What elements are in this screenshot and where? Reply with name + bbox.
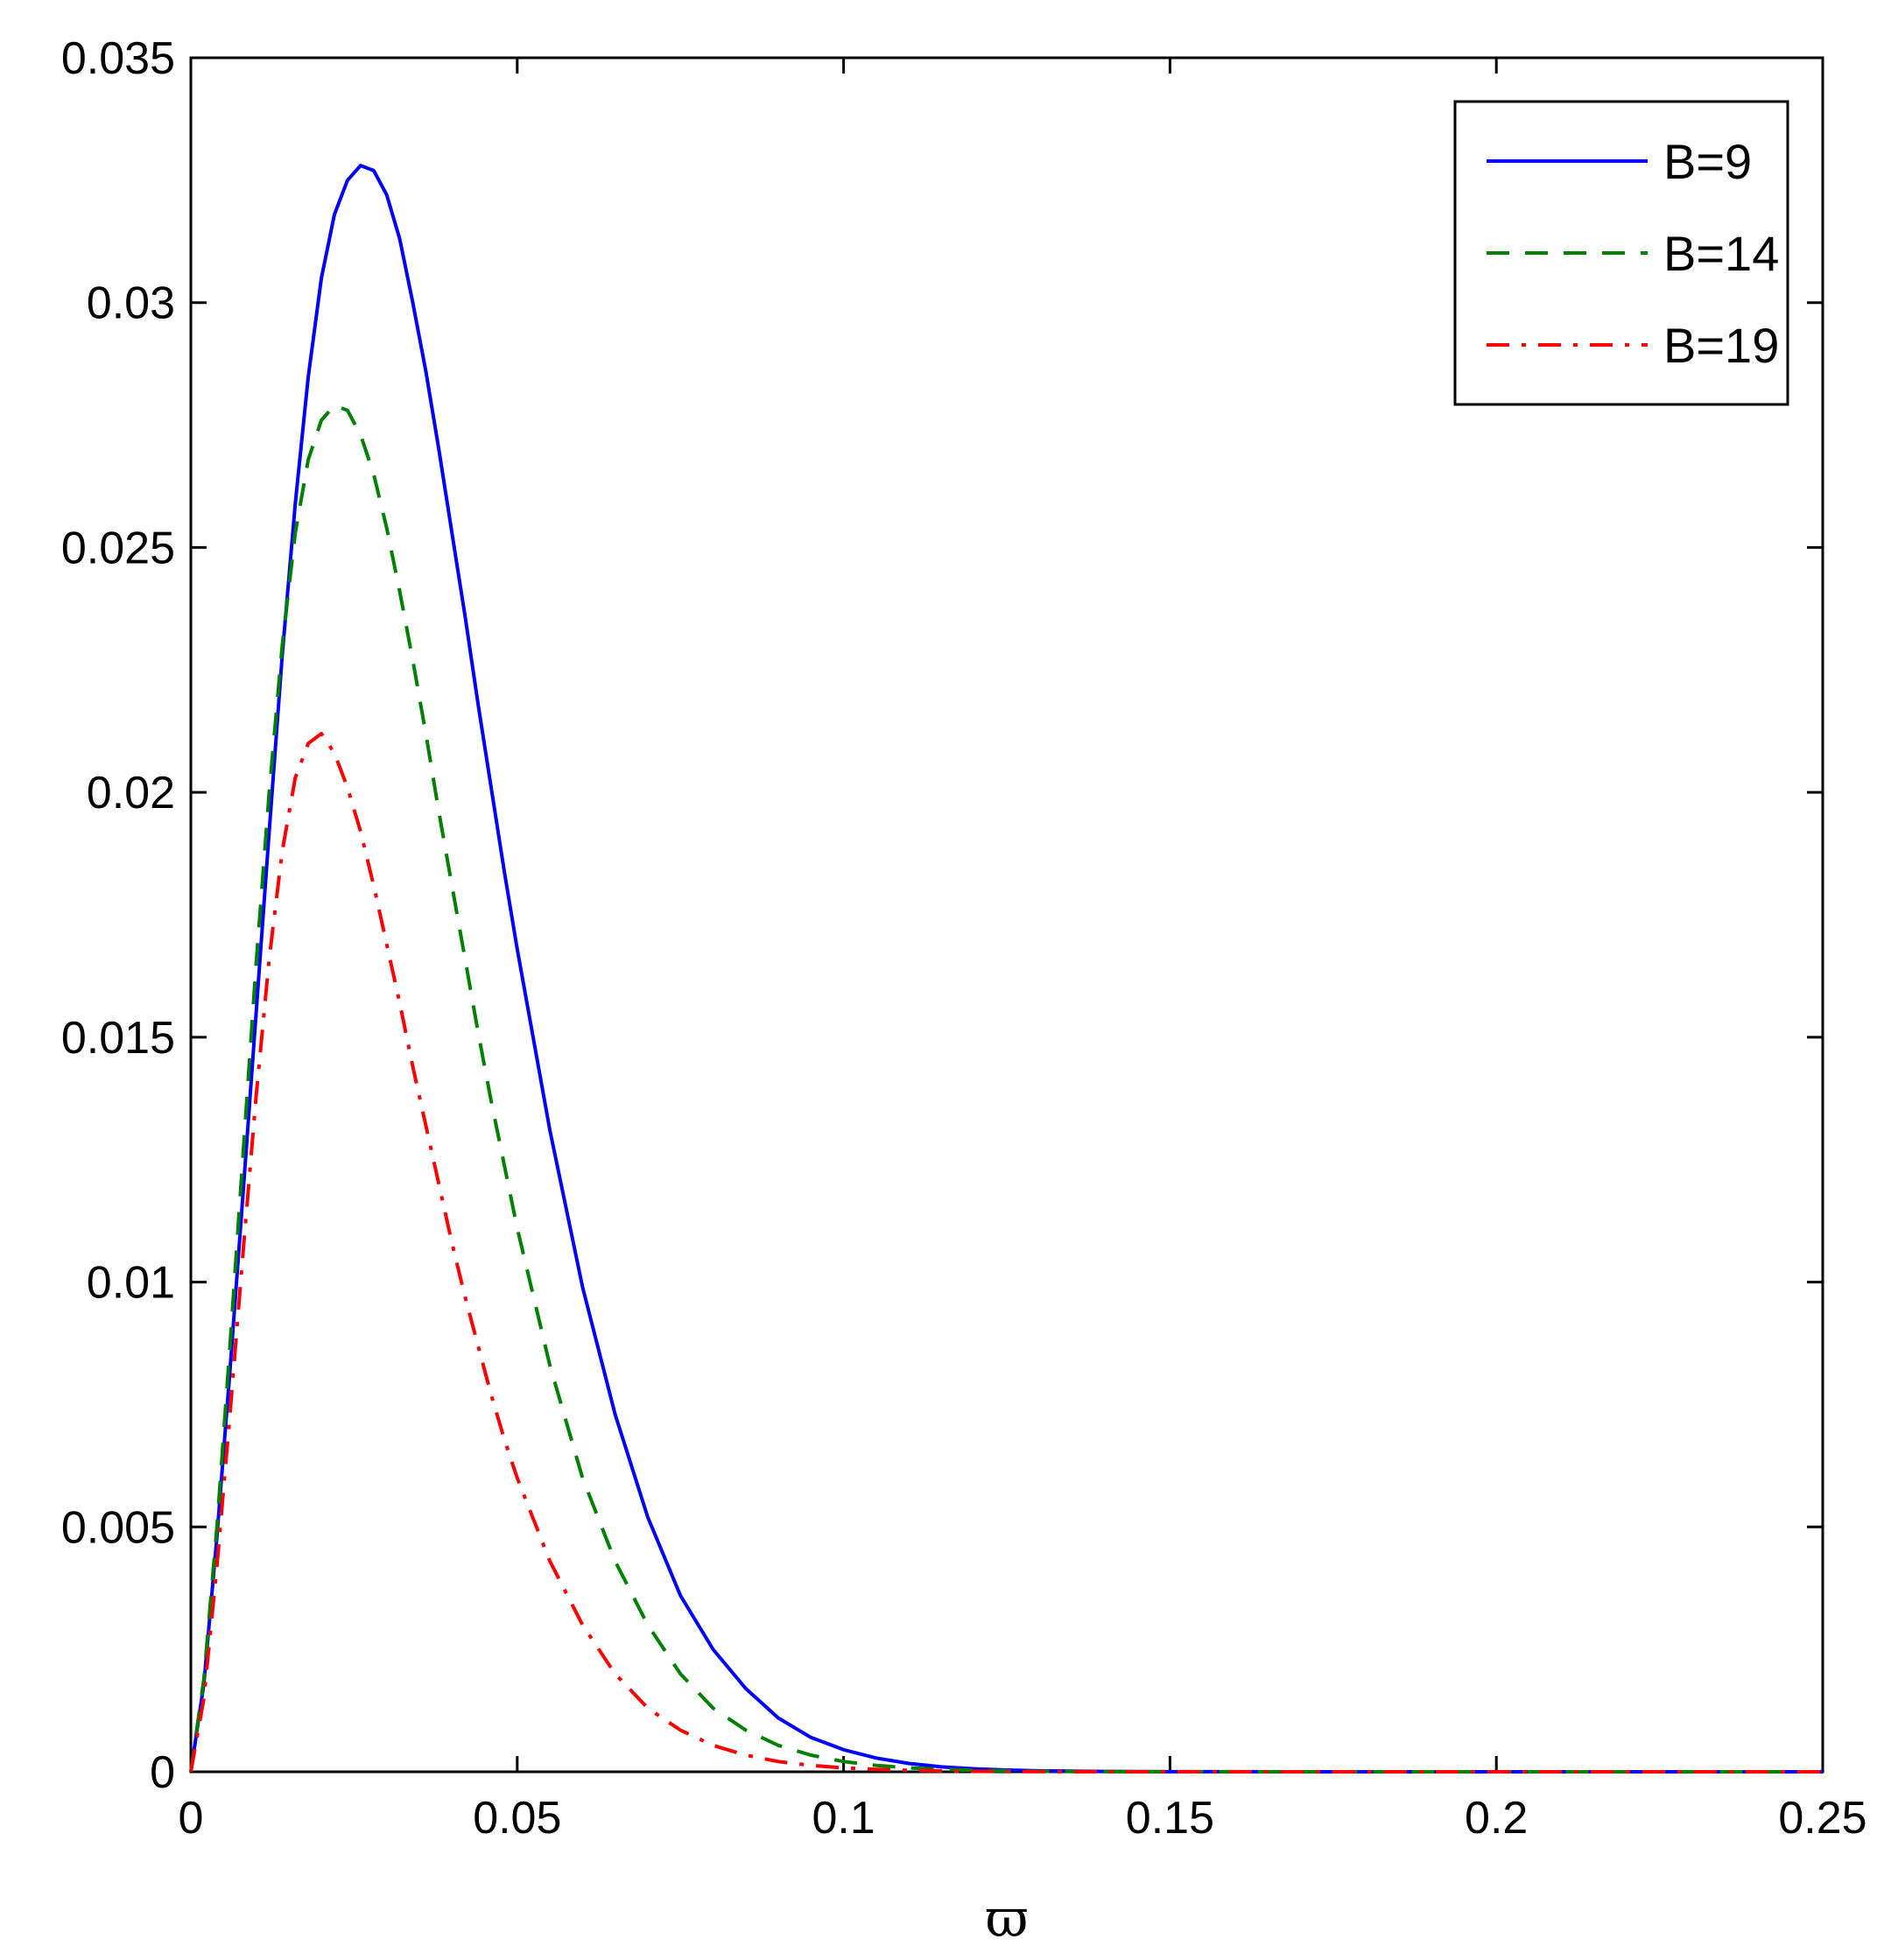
y-tick-label: 0.005 bbox=[61, 1502, 175, 1553]
x-axis-title: ϖ bbox=[986, 1888, 1029, 1949]
x-tick-label: 0.1 bbox=[812, 1793, 875, 1844]
legend-label: B=19 bbox=[1663, 318, 1779, 373]
legend: B=9 B=14 B=19 bbox=[1453, 100, 1789, 406]
axis-ticks: 0 0.05 0.1 0.15 0.2 0.25 0 0.005 0.01 0.015 0.02 0.… bbox=[61, 33, 1867, 1844]
x-tick-label: 0.15 bbox=[1126, 1793, 1214, 1844]
y-tick-label: 0.025 bbox=[61, 523, 175, 573]
y-tick-label: 0.02 bbox=[87, 768, 175, 818]
series-line-b-14 bbox=[189, 404, 1823, 1774]
x-tick-label: 0 bbox=[179, 1793, 204, 1844]
x-tick-label: 0.2 bbox=[1465, 1793, 1528, 1844]
x-tick-label: 0.05 bbox=[473, 1793, 561, 1844]
y-tick-label: 0.01 bbox=[87, 1258, 175, 1309]
legend-label: B=9 bbox=[1663, 134, 1752, 189]
x-tick-label: 0.25 bbox=[1778, 1793, 1866, 1844]
legend-label: B=14 bbox=[1663, 226, 1779, 281]
series-lines bbox=[189, 164, 1823, 1774]
series-line-b-19 bbox=[189, 732, 1823, 1774]
y-tick-label: 0.03 bbox=[87, 278, 175, 329]
y-tick-label: 0.035 bbox=[61, 33, 175, 84]
y-tick-label: 0.015 bbox=[61, 1013, 175, 1064]
y-tick-label: 0 bbox=[150, 1747, 175, 1798]
